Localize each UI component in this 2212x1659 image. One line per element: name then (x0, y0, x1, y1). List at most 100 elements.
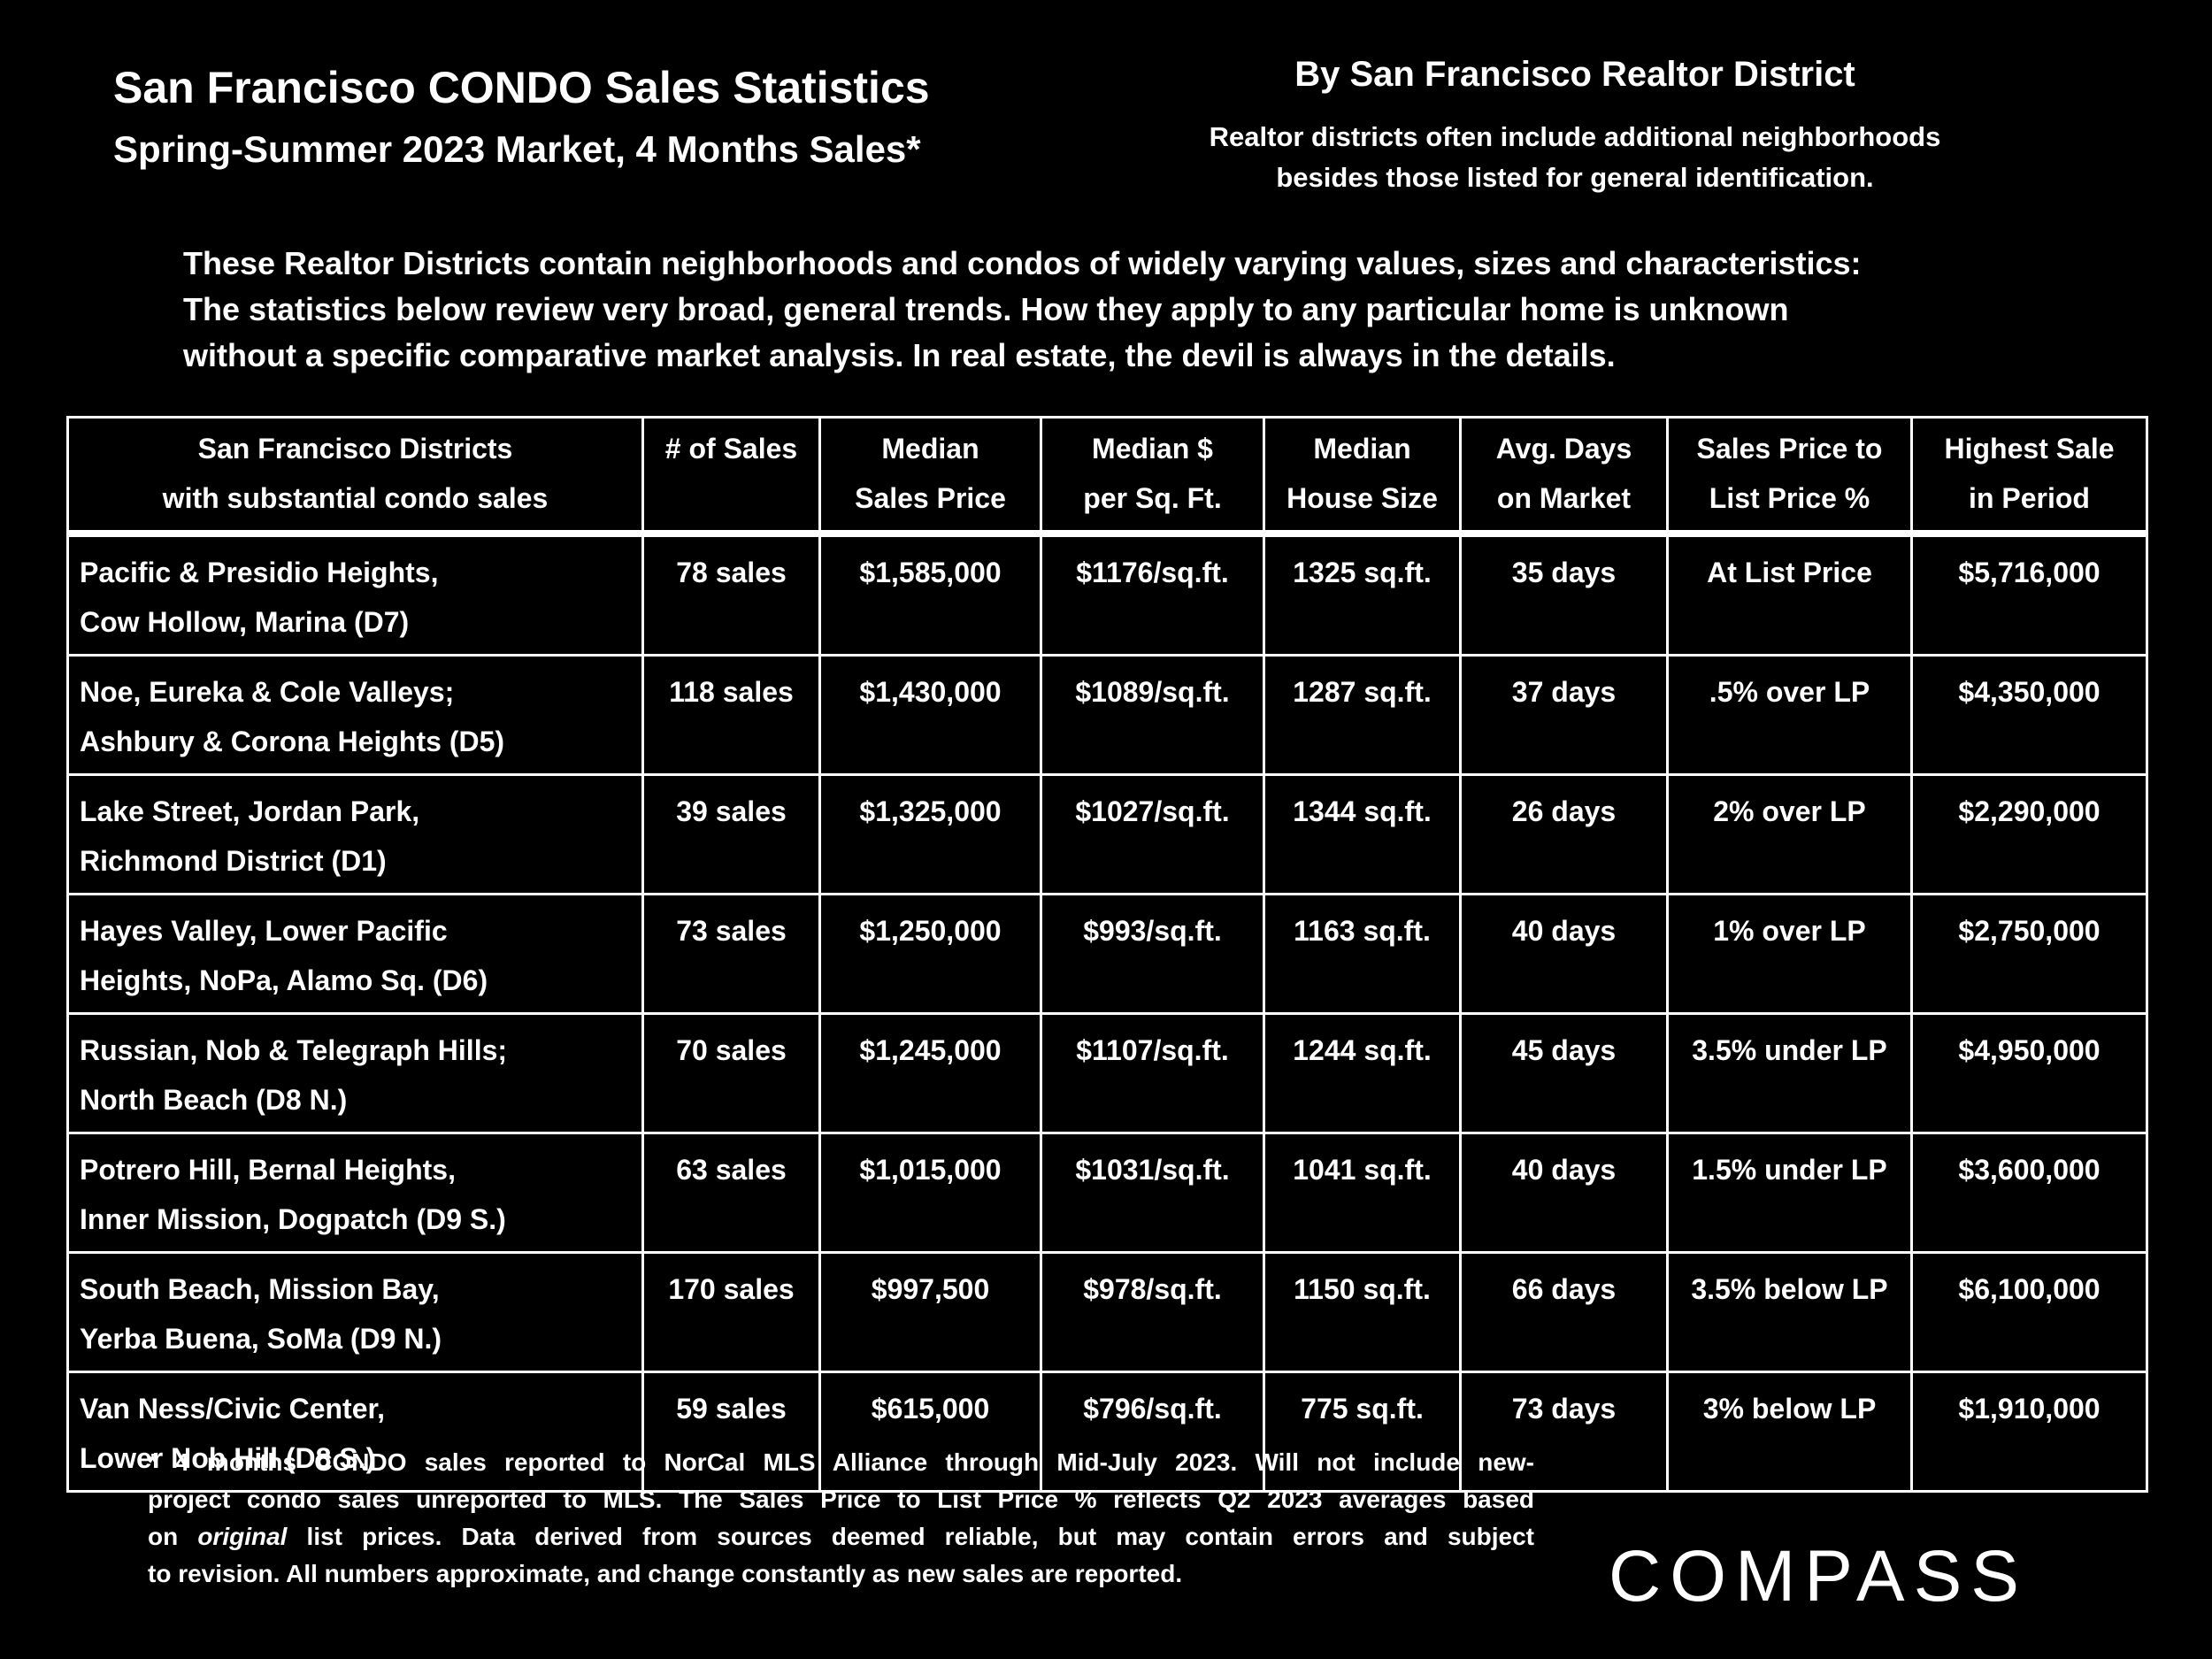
table-row: Van Ness/Civic Center, Lower Nob Hill (D8… (66, 1371, 2148, 1493)
table-cell: 35 days (1459, 532, 1669, 657)
table-row: Potrero Hill, Bernal Heights, Inner Missi… (66, 1132, 2148, 1254)
header-line: Sales Price (855, 482, 1006, 514)
table-cell: 73 days (1459, 1371, 1669, 1493)
table-cell: $1,015,000 (818, 1132, 1042, 1254)
table-cell: $4,950,000 (1910, 1012, 2148, 1134)
table-cell: 1287 sq.ft. (1263, 654, 1462, 776)
table-cell: $1,585,000 (818, 532, 1042, 657)
table-cell: 1244 sq.ft. (1263, 1012, 1462, 1134)
table-cell: 59 sales (641, 1371, 821, 1493)
table-cell: $4,350,000 (1910, 654, 2148, 776)
table-cell: 1.5% under LP (1666, 1132, 1913, 1254)
header-line: Median (881, 433, 979, 465)
header-line: with substantial condo sales (162, 482, 549, 514)
table-row: Noe, Eureka & Cole Valleys; Ashbury & Cor… (66, 654, 2148, 776)
district-line: Lake Street, Jordan Park, (80, 795, 420, 827)
district-line: North Beach (D8 N.) (80, 1084, 348, 1116)
table-cell: $1,245,000 (818, 1012, 1042, 1134)
district-line: Ashbury & Corona Heights (D5) (80, 726, 505, 757)
table-cell: $1,325,000 (818, 773, 1042, 895)
header-line: Highest Sale (1944, 433, 2115, 465)
district-line: Potrero Hill, Bernal Heights, (80, 1154, 456, 1186)
table-cell: $2,290,000 (1910, 773, 2148, 895)
table-cell: 66 days (1459, 1251, 1669, 1373)
intro-line: without a specific comparative market an… (183, 337, 1616, 373)
table-cell: $1089/sq.ft. (1040, 654, 1265, 776)
district-line: Van Ness/Civic Center, (80, 1393, 386, 1425)
district-line: Russian, Nob & Telegraph Hills; (80, 1034, 508, 1066)
district-line: Inner Mission, Dogpatch (D9 S.) (80, 1203, 506, 1235)
header-line: House Size (1286, 482, 1438, 514)
header-row: San Francisco Districts with substantial … (66, 416, 2148, 535)
footnote-line: on original list prices. Data derived fr… (148, 1518, 1534, 1555)
table-cell: 1344 sq.ft. (1263, 773, 1462, 895)
right-note: Realtor districts often include addition… (1150, 117, 2000, 198)
table-cell: 3% below LP (1666, 1371, 1913, 1493)
table-cell: 45 days (1459, 1012, 1669, 1134)
table-cell: 1150 sq.ft. (1263, 1251, 1462, 1373)
table-cell: At List Price (1666, 532, 1913, 657)
note-line: Realtor districts often include addition… (1209, 121, 1941, 152)
table-cell: $997,500 (818, 1251, 1042, 1373)
column-header: San Francisco Districts with substantial … (66, 416, 644, 535)
table-cell: 2% over LP (1666, 773, 1913, 895)
footnote-line: * 4 months CONDO sales reported to NorCa… (148, 1444, 1534, 1481)
column-header: # of Sales (641, 416, 821, 535)
table-cell: $1027/sq.ft. (1040, 773, 1265, 895)
district-cell: Lake Street, Jordan Park, Richmond Distri… (66, 773, 644, 895)
footnote-text: to revision. All numbers approximate, an… (148, 1560, 1183, 1587)
header-line: Avg. Days (1495, 433, 1632, 465)
table-cell: $2,750,000 (1910, 893, 2148, 1015)
header-line: List Price % (1709, 482, 1870, 514)
district-cell: Pacific & Presidio Heights, Cow Hollow, M… (66, 532, 644, 657)
table-cell: $5,716,000 (1910, 532, 2148, 657)
table-cell: 170 sales (641, 1251, 821, 1373)
table-row: Russian, Nob & Telegraph Hills; North Bea… (66, 1012, 2148, 1134)
district-line: Yerba Buena, SoMa (D9 N.) (80, 1323, 442, 1355)
district-cell: Van Ness/Civic Center, Lower Nob Hill (D8… (66, 1371, 644, 1493)
right-title: By San Francisco Realtor District (1294, 55, 1855, 94)
table-cell: $1031/sq.ft. (1040, 1132, 1265, 1254)
footnote-text: project condo sales unreported to MLS. T… (148, 1486, 1534, 1513)
table-cell: 1% over LP (1666, 893, 1913, 1015)
district-line: Cow Hollow, Marina (D7) (80, 606, 410, 638)
table-cell: 78 sales (641, 532, 821, 657)
header-line: Sales Price to (1696, 433, 1883, 465)
subtitle: Spring-Summer 2023 Market, 4 Months Sale… (113, 128, 921, 170)
district-line: Pacific & Presidio Heights, (80, 557, 439, 588)
note-line: besides those listed for general identif… (1276, 162, 1874, 193)
header-line: on Market (1496, 482, 1632, 514)
table-row: South Beach, Mission Bay, Yerba Buena, So… (66, 1251, 2148, 1373)
table-cell: 63 sales (641, 1132, 821, 1254)
district-line: Heights, NoPa, Alamo Sq. (D6) (80, 964, 488, 996)
table-cell: 39 sales (641, 773, 821, 895)
table-body: Pacific & Presidio Heights, Cow Hollow, M… (66, 532, 2148, 1493)
table-cell: 73 sales (641, 893, 821, 1015)
district-cell: South Beach, Mission Bay, Yerba Buena, So… (66, 1251, 644, 1373)
table-cell: $1,430,000 (818, 654, 1042, 776)
emphasis: original (197, 1523, 288, 1550)
footnote: * 4 months CONDO sales reported to NorCa… (148, 1444, 1534, 1593)
table-cell: $1176/sq.ft. (1040, 532, 1265, 657)
table-cell: 40 days (1459, 1132, 1669, 1254)
footnote-line: project condo sales unreported to MLS. T… (148, 1481, 1534, 1518)
column-header: Median House Size (1263, 416, 1462, 535)
column-header: Highest Sale in Period (1910, 416, 2148, 535)
table-cell: 70 sales (641, 1012, 821, 1134)
footnote-text: on (148, 1523, 198, 1550)
district-line: Lower Nob Hill (D8 S.) (80, 1442, 376, 1474)
table-cell: 26 days (1459, 773, 1669, 895)
column-header: Median Sales Price (818, 416, 1042, 535)
table-cell: $796/sq.ft. (1040, 1371, 1265, 1493)
intro-line: These Realtor Districts contain neighbor… (183, 245, 1862, 281)
intro-line: The statistics below review very broad, … (183, 291, 1789, 327)
district-line: Hayes Valley, Lower Pacific (80, 915, 448, 947)
district-cell: Russian, Nob & Telegraph Hills; North Bea… (66, 1012, 644, 1134)
column-header: Sales Price to List Price % (1666, 416, 1913, 535)
table-cell: $1,910,000 (1910, 1371, 2148, 1493)
footnote-line: to revision. All numbers approximate, an… (148, 1555, 1534, 1593)
intro: These Realtor Districts contain neighbor… (183, 241, 1862, 379)
header-line: in Period (1969, 482, 2090, 514)
header-line: Median (1313, 433, 1411, 465)
